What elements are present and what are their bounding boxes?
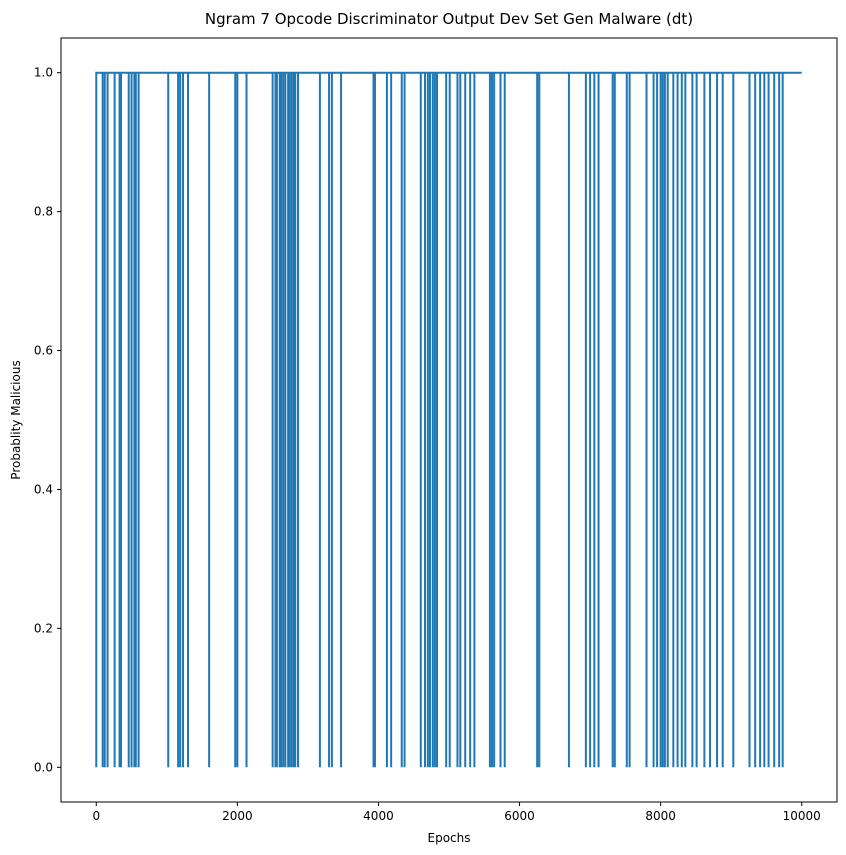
y-tick-label: 0.8: [34, 205, 53, 219]
x-tick-label: 0: [92, 809, 100, 823]
x-tick-label: 8000: [645, 809, 676, 823]
y-tick-label: 0.0: [34, 760, 53, 774]
plot-frame: [60, 37, 838, 803]
y-axis-ticks: 0.0 0.2 0.4 0.6 0.8 1.0: [34, 66, 61, 774]
x-axis-ticks: 0 2000 4000 6000 8000 10000: [92, 802, 821, 823]
x-axis-label: Epochs: [428, 831, 471, 845]
y-tick-label: 0.2: [34, 621, 53, 635]
series-line-group: [95, 71, 802, 768]
x-tick-label: 10000: [783, 809, 821, 823]
y-tick-label: 0.4: [34, 482, 53, 496]
x-tick-label: 2000: [222, 809, 253, 823]
x-tick-label: 6000: [504, 809, 535, 823]
y-axis-label: Probablity Malicious: [9, 360, 23, 479]
chart-title: Ngram 7 Opcode Discriminator Output Dev …: [205, 10, 693, 28]
axes: [60, 37, 838, 803]
y-tick-label: 1.0: [34, 66, 53, 80]
y-tick-label: 0.6: [34, 344, 53, 358]
x-tick-label: 4000: [363, 809, 394, 823]
series-line-0: [95, 71, 802, 768]
